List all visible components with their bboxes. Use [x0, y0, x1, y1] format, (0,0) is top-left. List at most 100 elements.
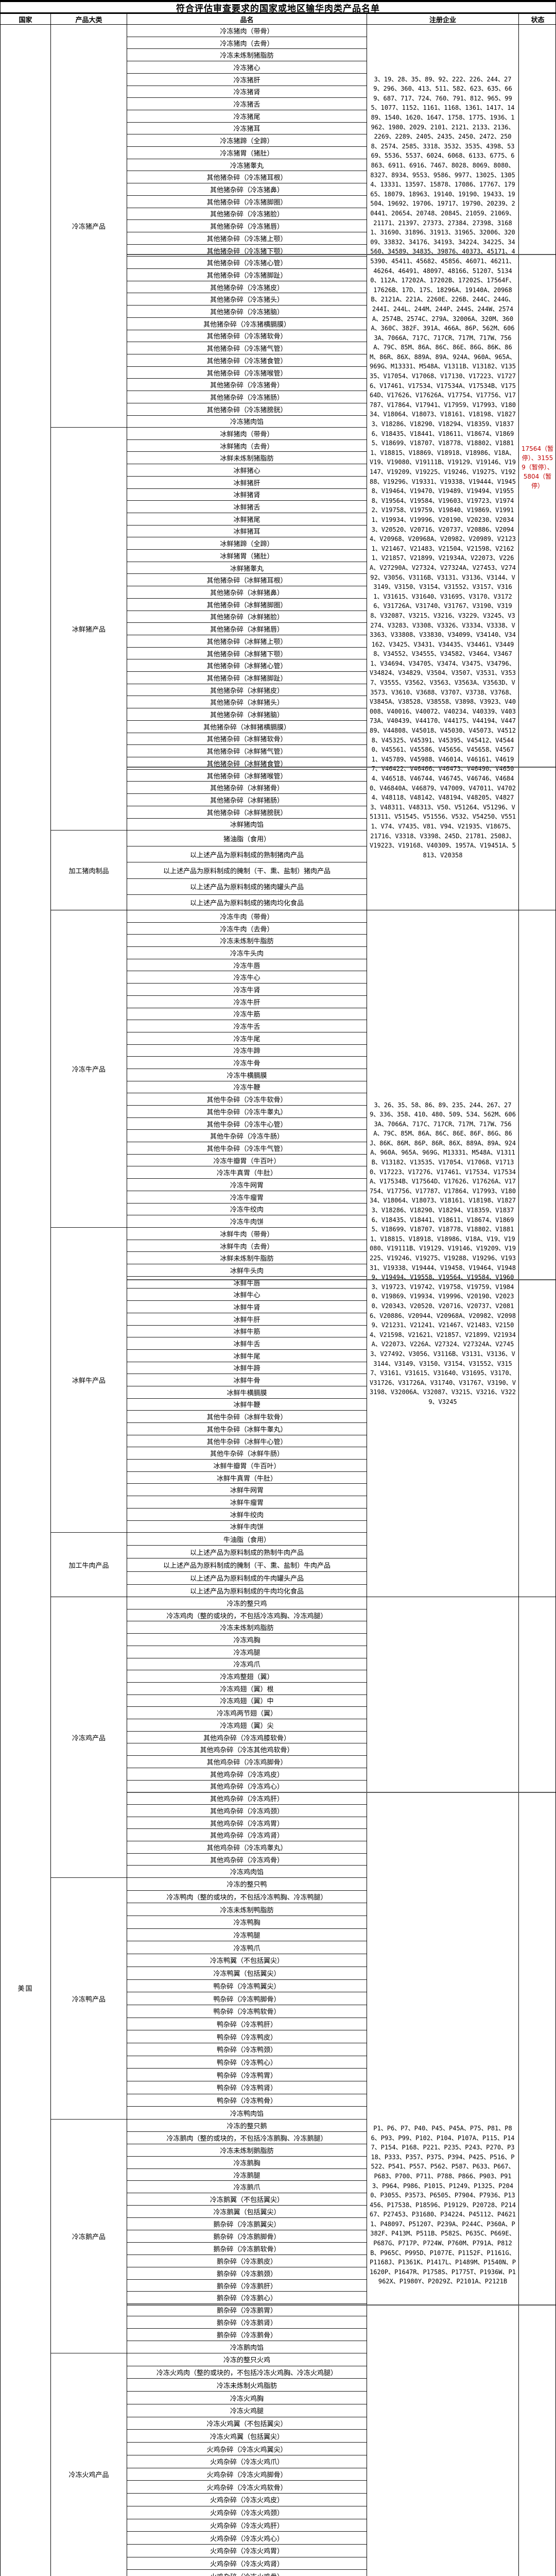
- status-suspended-text: 17564（暂停）、31559（暂停）、5804（暂停）: [521, 445, 554, 489]
- product-row: 其他猪杂碎（冷冻猪脸）: [127, 208, 367, 221]
- product-row: 冰鲜牛心: [127, 1289, 367, 1301]
- product-row: 冷冻火鸡翼（不包括翼尖）: [127, 2417, 367, 2430]
- product-row: 牛油脂（食用）: [127, 1533, 367, 1546]
- product-row: 冰鲜牛鞭: [127, 1399, 367, 1411]
- product-row: 鸭杂碎（冷冻鸭颈）: [127, 2043, 367, 2056]
- product-row: 冷冻牛肝: [127, 996, 367, 1008]
- product-section: 冷冻牛肉（带骨） 冷冻牛肉（去骨） 冷冻未炼制牛脂肪 冷冻牛头肉 冷冻牛唇 冷冻牛心 冷冻牛…: [127, 910, 367, 1228]
- product-row: 火鸡杂碎（冷冻火鸡皮）: [127, 2494, 367, 2506]
- category-cell: 冷冻鸡产品: [51, 1597, 127, 1878]
- product-row: 冷冻鸭翼（不包括翼尖）: [127, 1954, 367, 1967]
- product-row: 其他猪杂碎（冷冻猪脚趾）: [127, 269, 367, 281]
- registered-enterprises-list: 3、19、28、35、89、92、222、226、244、279、296、360…: [370, 75, 516, 859]
- product-row: 以上述产品为原料制成的腌制（干、熏、盐制）牛肉产品: [127, 1558, 367, 1572]
- product-row: 其他鸡杂碎（冷冻鸡肾）: [127, 1829, 367, 1842]
- product-row: 鹅杂碎（冷冻鹅皮）: [127, 2255, 367, 2267]
- product-row: 其他鸡杂碎（冷冻鸡胃）: [127, 1817, 367, 1829]
- product-row: 冷冻鸭翼（包括翼尖）: [127, 1967, 367, 1980]
- registered-enterprises-cell: 3、26、35、58、86、89、235、244、267、279、336、358…: [367, 910, 519, 1597]
- product-row: 冷冻牛心: [127, 971, 367, 984]
- product-row: 冷冻鸡翅（翼）尖: [127, 1719, 367, 1732]
- product-row: 冷冻猪蹄（全蹄）: [127, 134, 367, 147]
- category-cell: 冰鲜猪产品: [51, 428, 127, 831]
- product-row: 鹅杂碎（冷冻鹅翼尖）: [127, 2218, 367, 2231]
- product-row: 其他猪杂碎（冰鲜猪皮）: [127, 684, 367, 697]
- product-row: 冷冻的整只鹅: [127, 2120, 367, 2132]
- product-row: 冰鲜牛瓣胃（牛百叶）: [127, 1460, 367, 1472]
- product-row: 冷冻牛鞭: [127, 1081, 367, 1094]
- product-row: 其他鸡杂碎（冷冻鸡肝）: [127, 1792, 367, 1805]
- product-row: 其他鸡杂碎（冷冻鸡脚骨）: [127, 1756, 367, 1768]
- product-row: 冷冻牛肉饼: [127, 1215, 367, 1228]
- product-row: 冷冻鸭腿: [127, 1929, 367, 1942]
- category-cell: 冷冻牛产品: [51, 910, 127, 1228]
- product-row: 其他鸡杂碎（冷冻其他鸡软骨）: [127, 1743, 367, 1756]
- product-row: 冷冻鹅胸: [127, 2157, 367, 2169]
- product-row: 鸭杂碎（冷冻鸭软骨）: [127, 2005, 367, 2018]
- product-row: 其他猪杂碎（冷冻猪皮）: [127, 281, 367, 294]
- status-cell: 17564（暂停）、31559（暂停）、5804（暂停）: [519, 25, 555, 910]
- status-cell: [519, 1597, 555, 2576]
- product-row: 冷冻牛蹄: [127, 1045, 367, 1057]
- status-suspended-text: [536, 1252, 538, 1255]
- product-row: 其他牛杂碎（冷冻牛气管）: [127, 1142, 367, 1155]
- product-row: 冷冻牛瓣胃（牛百叶）: [127, 1155, 367, 1167]
- product-row: 其他猪杂碎（冷冻猪横膈膜）: [127, 318, 367, 330]
- product-row: 冷冻鸭爪: [127, 1941, 367, 1955]
- product-row: 其他猪杂碎（冷冻猪下颚）: [127, 245, 367, 257]
- product-row: 其他猪杂碎（冷冻猪上颚）: [127, 232, 367, 245]
- product-row: 冷冻牛头肉: [127, 947, 367, 959]
- product-row: 鹅杂碎（冷冻鹅骨）: [127, 2329, 367, 2342]
- product-row: 火鸡杂碎（冷冻火鸡爪）: [127, 2455, 367, 2468]
- product-row: 其他猪杂碎（冰鲜猪脚圈）: [127, 599, 367, 611]
- product-row: 冷冻鸡肉馅: [127, 1866, 367, 1878]
- product-row: 火鸡杂碎（冷冻火鸡骨）: [127, 2570, 367, 2576]
- product-row: 冷冻猪胃（猪肚）: [127, 147, 367, 159]
- header-status: 状态: [531, 16, 545, 24]
- product-row: 其他猪杂碎（冷冻猪气管）: [127, 342, 367, 354]
- product-row: 其他鸡杂碎（冷冻鸡骨）: [127, 1854, 367, 1866]
- product-section: 猪油脂（食用） 以上述产品为原料制成的熟制猪肉产品 以上述产品为原料制成的腌制（干、…: [127, 831, 367, 910]
- product-row: 冰鲜牛肉（带骨）: [127, 1228, 367, 1240]
- product-row: 冰鲜牛筋: [127, 1326, 367, 1338]
- table-body: 美国 冷冻猪产品 冰鲜猪产品 加工猪肉制品 冷冻猪肉（带骨） 冷冻猪肉（去骨） 冷冻未炼制…: [1, 25, 555, 2576]
- product-row: 鸭杂碎（冷冻鸭脚骨）: [127, 1992, 367, 2005]
- product-row: 冷冻鸡翅（翼）根: [127, 1683, 367, 1695]
- product-row: 冷冻鸭肉馅: [127, 2107, 367, 2120]
- product-section: 冷冻的整只火鸡 冷冻火鸡肉（整的或块的，不包括冷冻火鸡胸、冷冻火鸡腿） 冷冻未炼制火…: [127, 2353, 367, 2576]
- product-row: 冰鲜猪睾丸: [127, 562, 367, 574]
- category-cell: 冷冻猪产品: [51, 25, 127, 428]
- product-row: 鹅杂碎（冷冻鹅脚骨）: [127, 2230, 367, 2243]
- product-section: 冰鲜猪肉（带骨） 冰鲜猪肉（去骨） 冰鲜未炼制猪脂肪 冰鲜猪心 冰鲜猪肝 冰鲜猪肾 冰鲜猪舌…: [127, 428, 367, 831]
- product-row: 冷冻牛筋: [127, 1008, 367, 1021]
- product-row: 猪油脂（食用）: [127, 831, 367, 847]
- product-row: 其他牛杂碎（冷冻牛心管）: [127, 1118, 367, 1130]
- product-row: 冷冻牛唇: [127, 959, 367, 972]
- category-column: 冷冻猪产品 冰鲜猪产品 加工猪肉制品: [51, 25, 127, 910]
- category-column: 冷冻牛产品 冰鲜牛产品 加工牛肉产品: [51, 910, 127, 1597]
- product-section: 冷冻的整只鹅 冷冻鹅肉（整的或块的，不包括冷冻鹅胸、冷冻鹅腿） 冷冻未炼制鹅脂肪 冷冻…: [127, 2120, 367, 2353]
- product-row: 冷冻猪舌: [127, 98, 367, 110]
- product-row: 冷冻猪肉馅: [127, 416, 367, 428]
- product-row: 冷冻的整只鸭: [127, 1878, 367, 1891]
- product-row: 其他猪杂碎（冰鲜猪耳根）: [127, 574, 367, 587]
- product-row: 冷冻鸡肉（整的或块的，不包括冷冻鸡胸、冷冻鸡腿）: [127, 1609, 367, 1622]
- product-row: 其他鸡杂碎（冷冻鸡颈）: [127, 1805, 367, 1817]
- product-row: 鹅杂碎（冷冻鹅肝）: [127, 2280, 367, 2292]
- product-section: 牛油脂（食用） 以上述产品为原料制成的熟制牛肉产品 以上述产品为原料制成的腌制（干、…: [127, 1533, 367, 1597]
- product-row: 冷冻火鸡翼（包括翼尖）: [127, 2430, 367, 2443]
- product-row: 其他猪杂碎（冷冻猪食管）: [127, 354, 367, 367]
- product-row: 冷冻鹅翼（不包括翼尖）: [127, 2193, 367, 2206]
- product-row: 冰鲜牛瘤胃: [127, 1496, 367, 1509]
- product-row: 其他鸡杂碎（冷冻鸡心）: [127, 1781, 367, 1793]
- product-row: 冰鲜猪耳: [127, 526, 367, 538]
- product-row: 冰鲜猪心: [127, 464, 367, 477]
- table-main: 冷冻猪产品 冰鲜猪产品 加工猪肉制品 冷冻猪肉（带骨） 冷冻猪肉（去骨） 冷冻未炼制猪脂肪…: [51, 25, 555, 2576]
- product-row: 冰鲜猪肉（去骨）: [127, 440, 367, 452]
- registered-enterprises-cell: 3、19、28、35、89、92、222、226、244、279、296、360…: [367, 25, 519, 910]
- product-row: 冰鲜牛横膈膜: [127, 1386, 367, 1399]
- registered-enterprises-list: P1、P6、P7、P40、P45、P45A、P75、P81、P86、P93、P9…: [370, 2124, 516, 2285]
- product-row: 冷冻的整只鸡: [127, 1597, 367, 1609]
- product-row: 冷冻未炼制牛脂肪: [127, 935, 367, 947]
